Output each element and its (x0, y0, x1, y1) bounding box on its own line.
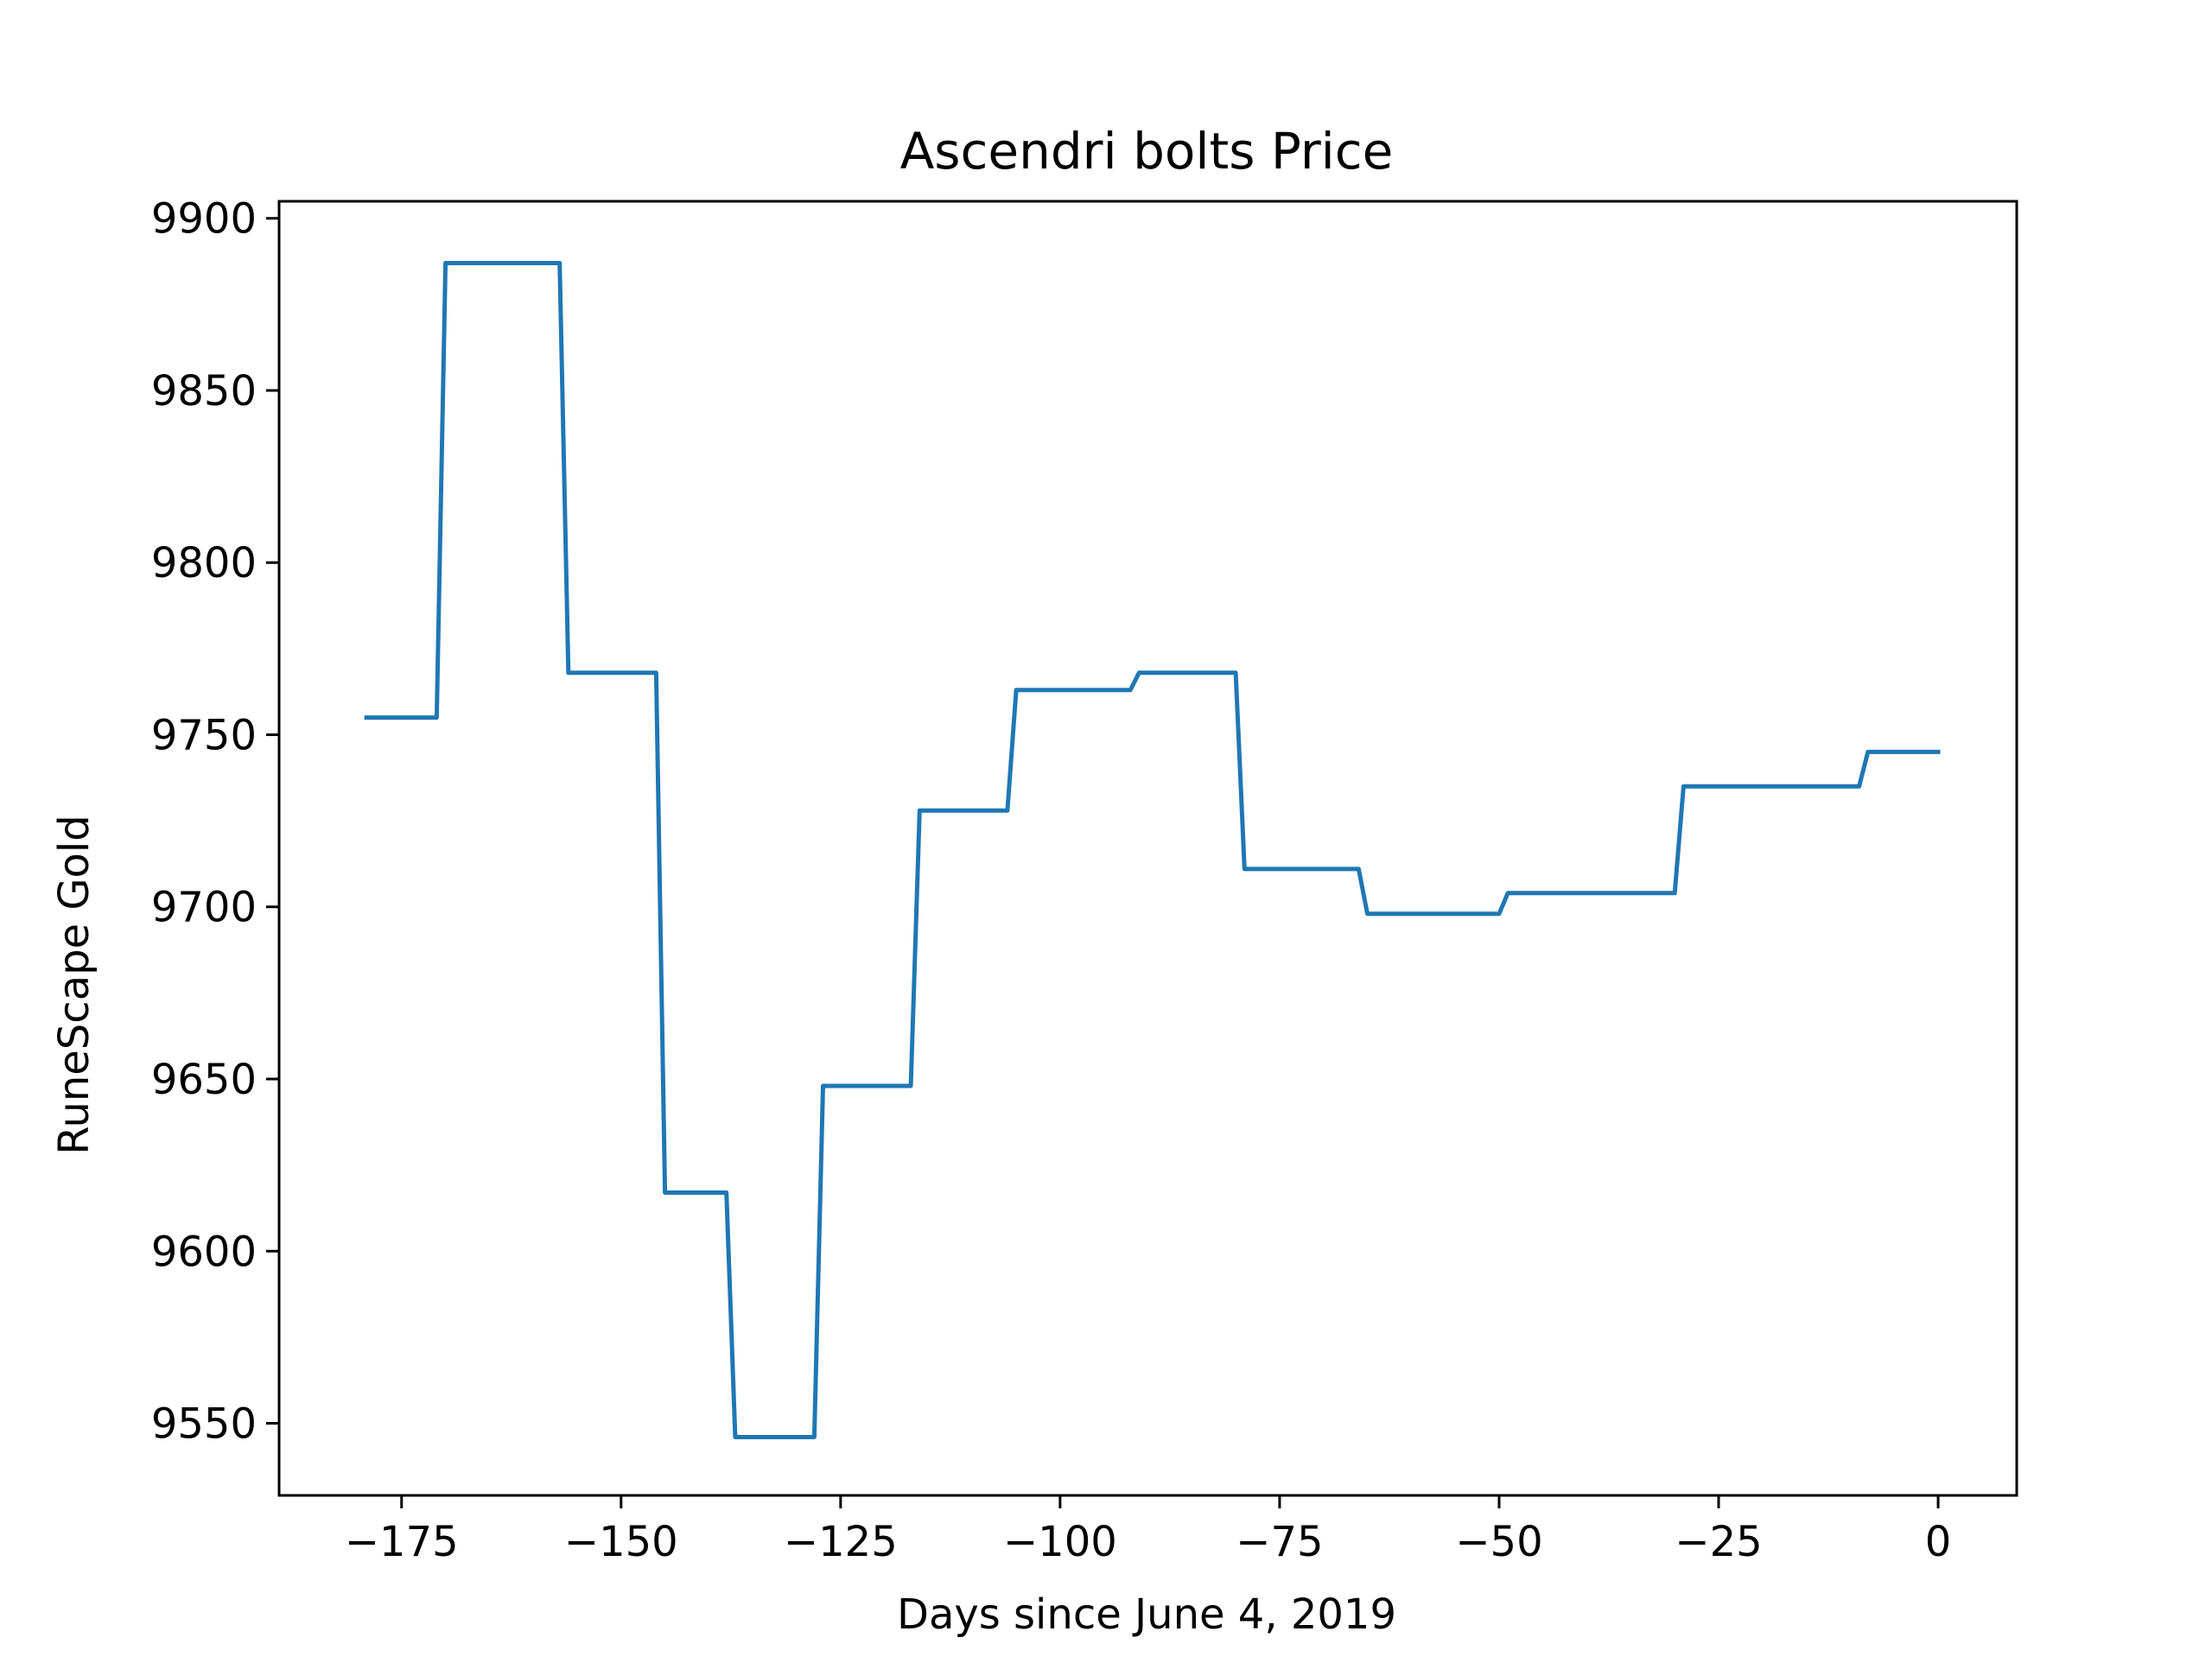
price-series-line (364, 261, 1941, 1439)
y-tick-label: 9800 (151, 539, 257, 587)
y-tick-label: 9700 (151, 884, 257, 932)
chart-title: Ascendri bolts Price (900, 122, 1394, 181)
y-tick-label: 9650 (151, 1056, 257, 1104)
x-axis: −175 −150 −125 −100 −75 −50 −25 0 (345, 1495, 1951, 1566)
plot-area (364, 261, 1941, 1439)
x-tick-label: −50 (1455, 1518, 1542, 1566)
y-axis-label: RuneScape Gold (50, 815, 99, 1154)
y-axis: 9550 9600 9650 9700 9750 9800 9850 9900 (151, 195, 279, 1449)
y-tick-label: 9850 (151, 367, 257, 416)
y-tick-label: 9900 (151, 195, 257, 244)
y-tick-label: 9550 (151, 1400, 257, 1449)
x-tick-label: −125 (784, 1518, 898, 1566)
x-tick-label: −100 (1003, 1518, 1117, 1566)
x-tick-label: −25 (1675, 1518, 1762, 1566)
x-axis-label: Days since June 4, 2019 (897, 1590, 1396, 1639)
x-tick-label: −75 (1236, 1518, 1323, 1566)
axes-frame (277, 200, 2018, 1497)
x-tick-label: −175 (345, 1518, 459, 1566)
x-tick-label: −150 (564, 1518, 678, 1566)
x-tick-label: 0 (1925, 1518, 1952, 1566)
y-tick-label: 9750 (151, 711, 257, 759)
y-tick-label: 9600 (151, 1228, 257, 1276)
